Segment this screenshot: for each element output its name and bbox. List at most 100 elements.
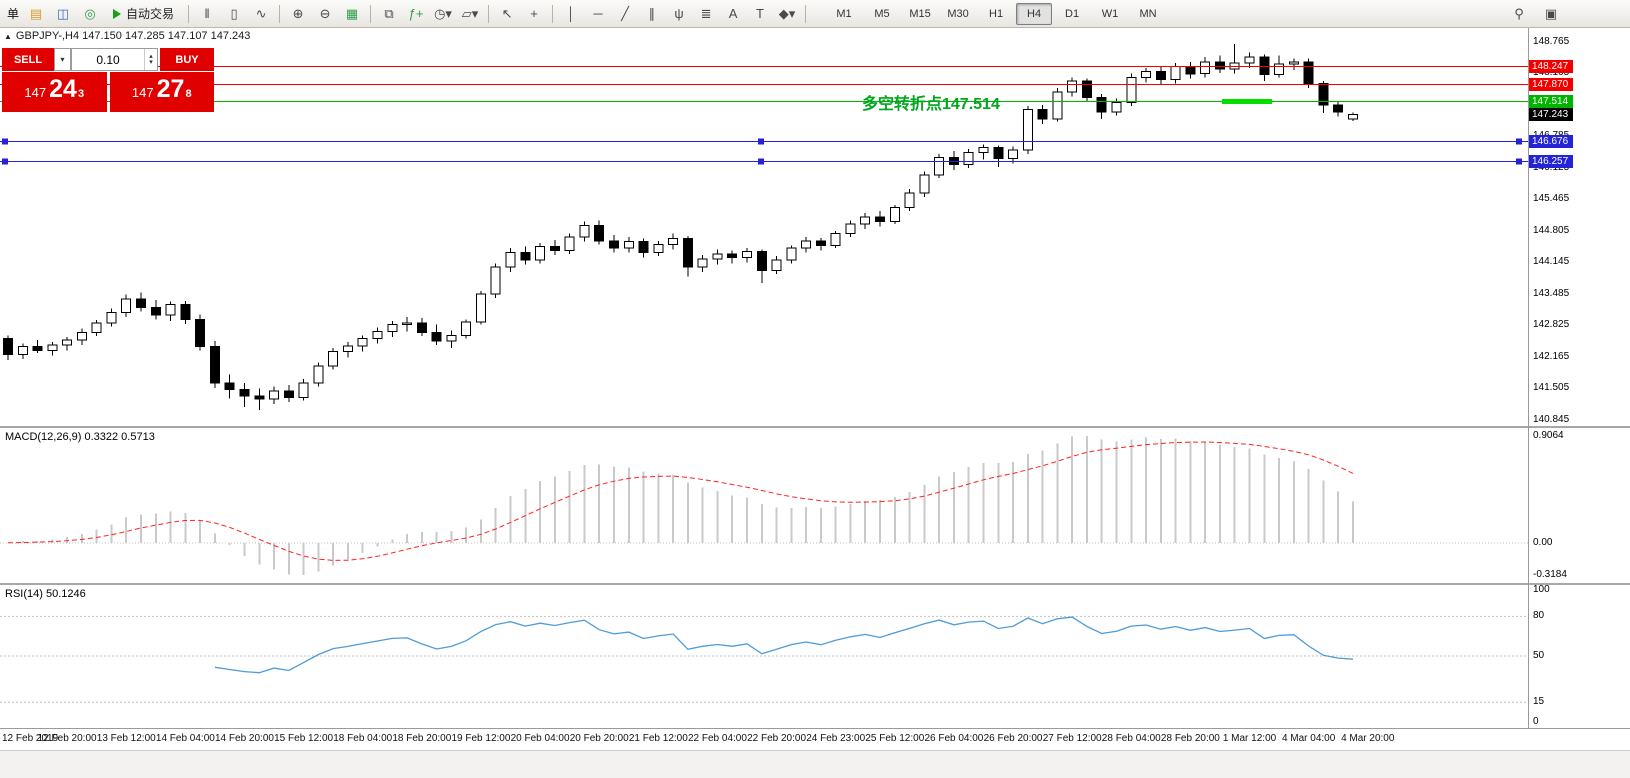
buy-button[interactable]: BUY — [160, 48, 214, 71]
candle-body — [756, 250, 767, 271]
market-watch-icon[interactable]: ◫ — [56, 5, 70, 21]
line-handle[interactable] — [758, 158, 764, 165]
timeframe-w1[interactable]: W1 — [1101, 7, 1119, 20]
indicators-icon[interactable]: ƒ+ — [408, 6, 424, 21]
rsi-panel[interactable]: RSI(14) 50.1246 100 80 50 15 0 — [0, 584, 1630, 727]
crosshair-icon[interactable]: + — [530, 6, 538, 21]
line-chart-icon[interactable]: ∿ — [255, 5, 267, 21]
new-order-icon[interactable]: ▤ — [29, 5, 43, 21]
turning-point-annotation[interactable]: 多空转折点147.514 — [862, 96, 1000, 113]
macd-axis[interactable]: 0.9064 0.00 -0.3184 — [1529, 428, 1629, 583]
order-type-dropdown[interactable]: ▾ — [54, 48, 71, 71]
tick-grid-icon[interactable]: ▦ — [345, 5, 359, 21]
time-axis-label: 14 Feb 04:00 — [155, 733, 215, 744]
bid-price-display[interactable]: 147 24 3 — [2, 72, 107, 112]
candle-body — [239, 389, 250, 397]
line-handle[interactable] — [2, 138, 8, 145]
panel-separator[interactable] — [0, 583, 1630, 585]
volume-value[interactable]: 0.10 — [96, 52, 120, 67]
candle-body — [357, 338, 368, 347]
time-axis-label: 12 Feb 20:00 — [37, 733, 97, 744]
candle-body — [195, 319, 206, 348]
ask-price-display[interactable]: 147 27 8 — [109, 72, 214, 112]
sell-button[interactable]: SELL — [2, 48, 54, 71]
macd-chart[interactable] — [0, 428, 1528, 583]
spinner-down-icon[interactable]: ▾ — [149, 58, 153, 66]
pitchfork-icon[interactable]: ψ — [674, 6, 684, 21]
one-click-toggle-icon[interactable]: ▲ — [4, 31, 12, 41]
candle-body — [520, 252, 531, 261]
panel-separator[interactable] — [0, 426, 1630, 428]
timeframe-h4[interactable]: H4 — [1016, 2, 1053, 25]
horizontal-line-icon[interactable]: ─ — [593, 6, 603, 21]
rsi-axis[interactable]: 100 80 50 15 0 — [1529, 584, 1629, 727]
vertical-line-icon[interactable]: │ — [566, 6, 576, 21]
navigator-icon[interactable]: ◎ — [84, 5, 96, 21]
candlestick-chart-icon[interactable]: ▯ — [230, 5, 238, 21]
periods-icon[interactable]: ◷▾ — [434, 5, 452, 21]
candle-body — [62, 339, 73, 346]
candle-body — [668, 237, 679, 246]
timeframe-m30[interactable]: M30 — [947, 7, 969, 20]
volume-spinner[interactable]: ▴ ▾ — [144, 49, 157, 70]
zoom-out-icon[interactable]: ⊖ — [319, 5, 331, 21]
rsi-axis-label: 15 — [1533, 696, 1545, 708]
candle-body — [136, 298, 146, 309]
candle-body — [254, 395, 265, 400]
candlesticks — [3, 44, 1358, 411]
timeframe-m5[interactable]: M5 — [874, 7, 890, 20]
rsi-name: RSI(14) — [5, 588, 43, 600]
chart-window-icon[interactable]: ▣ — [1544, 5, 1558, 21]
candle-body — [298, 382, 309, 398]
macd-axis-label: -0.3184 — [1533, 569, 1567, 580]
fibonacci-icon[interactable]: ≣ — [700, 5, 712, 21]
search-icon[interactable]: ⚲ — [1514, 5, 1524, 21]
one-click-controls: SELL ▾ 0.10 ▴ ▾ BUY — [2, 48, 214, 71]
candle-body — [47, 344, 58, 351]
price-panel[interactable]: ▲ GBPJPY-,H4 147.150 147.285 147.107 147… — [0, 28, 1630, 426]
templates-icon[interactable]: ▱▾ — [461, 5, 479, 21]
zoom-in-icon[interactable]: ⊕ — [292, 5, 304, 21]
turning-point-segment[interactable] — [1222, 99, 1272, 105]
spinner-up-icon[interactable]: ▴ — [149, 52, 153, 60]
trendline-icon[interactable]: ╱ — [621, 5, 629, 21]
macd-panel[interactable]: MACD(12,26,9) 0.3322 0.5713 0.9064 0.00 -0… — [0, 428, 1630, 583]
candle-body — [889, 206, 900, 223]
label-icon[interactable]: T — [756, 6, 764, 21]
tile-windows-icon[interactable]: ⧉ — [384, 5, 394, 21]
candle-body — [638, 241, 649, 254]
auto-trading-button[interactable]: 自动交易 — [104, 2, 183, 26]
line-handle[interactable] — [1516, 158, 1522, 165]
candle-body — [283, 390, 294, 398]
price-tag-148.247: 148.247 — [1529, 60, 1573, 74]
candle-body — [1081, 80, 1092, 99]
price-chart[interactable] — [0, 28, 1528, 426]
timeframe-d1[interactable]: D1 — [1065, 7, 1080, 20]
time-axis[interactable]: 12 Feb 2019 12 Feb 20:00 13 Feb 12:00 14 Fe… — [0, 728, 1630, 750]
volume-stepper[interactable]: 0.10 ▴ ▾ — [71, 48, 158, 71]
timeframe-mn[interactable]: MN — [1139, 7, 1157, 20]
timeframe-m1[interactable]: M1 — [836, 7, 852, 20]
timeframe-m15[interactable]: M15 — [909, 7, 931, 20]
candle-body — [76, 331, 87, 341]
candle-body — [165, 304, 176, 316]
line-handle[interactable] — [1516, 138, 1522, 145]
cursor-icon[interactable]: ↖ — [501, 5, 513, 21]
bar-chart-icon[interactable]: ‖ — [204, 6, 210, 21]
time-axis-label: 4 Mar 04:00 — [1281, 733, 1336, 744]
shapes-icon[interactable]: ◆▾ — [778, 5, 796, 21]
rsi-chart[interactable] — [0, 585, 1528, 727]
candle-body — [978, 147, 989, 153]
candle-body — [1348, 114, 1358, 120]
channel-icon[interactable]: ∥ — [648, 5, 656, 21]
timeframe-h1[interactable]: H1 — [989, 7, 1004, 20]
price-axis[interactable]: 148.765148.105147.445146.785146.125145.4… — [1529, 28, 1629, 426]
candle-body — [3, 338, 13, 355]
candle-body — [1185, 66, 1196, 75]
candle-body — [549, 246, 560, 251]
line-handle[interactable] — [2, 158, 8, 165]
text-icon[interactable]: A — [728, 6, 738, 21]
line-handle[interactable] — [758, 138, 764, 145]
candle-body — [623, 241, 634, 249]
candle-body — [476, 293, 486, 323]
